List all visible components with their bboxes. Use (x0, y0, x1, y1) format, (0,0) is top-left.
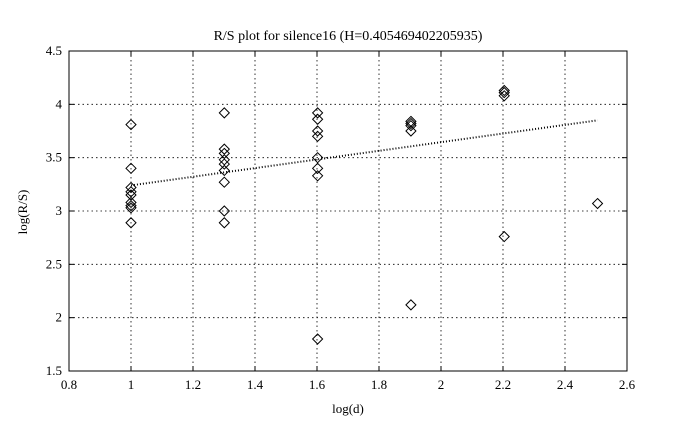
data-point-diamond (125, 202, 137, 214)
data-point-diamond (311, 170, 324, 182)
data-point-diamond (218, 164, 231, 177)
data-point-diamond (498, 84, 510, 97)
y-tick-label: 3 (56, 203, 63, 218)
x-tick-label: 1.2 (185, 377, 201, 392)
x-tick-label: 2.6 (619, 377, 636, 392)
grid-lines (69, 51, 627, 371)
fit-line (130, 119, 598, 187)
data-point-diamond (218, 176, 231, 188)
x-tick-label: 0.8 (61, 377, 77, 392)
x-tick-label: 2.2 (495, 377, 511, 392)
data-point-diamond (218, 107, 231, 119)
data-point-diamond (311, 333, 324, 345)
data-point-diamond (591, 197, 604, 210)
data-point-diamond (125, 217, 137, 229)
y-tick-label: 1.5 (46, 363, 62, 378)
y-tick-label: 4.5 (46, 43, 62, 58)
x-axis-label: log(d) (332, 401, 364, 416)
x-tick-label: 1.4 (247, 377, 264, 392)
data-point-diamond (498, 86, 510, 99)
data-point-diamond (498, 90, 510, 102)
data-point-diamond (405, 299, 417, 311)
y-tick-label: 4 (56, 96, 63, 111)
data-point-diamond (125, 118, 137, 131)
data-points (125, 84, 604, 345)
data-point-diamond (125, 162, 137, 175)
data-point-diamond (218, 158, 231, 170)
x-tick-label: 1 (128, 377, 135, 392)
x-tick-label: 2 (438, 377, 445, 392)
x-tick-label: 1.6 (309, 377, 326, 392)
data-point-diamond (498, 230, 510, 243)
data-point-diamond (218, 205, 231, 217)
data-point-diamond (311, 107, 324, 119)
data-point-diamond (405, 119, 417, 132)
x-tick-label: 1.8 (371, 377, 387, 392)
data-point-diamond (125, 181, 137, 194)
data-point-diamond (405, 125, 417, 137)
data-point-diamond (218, 154, 231, 166)
data-point-diamond (218, 143, 231, 155)
y-tick-label: 2 (56, 310, 63, 325)
data-point-diamond (125, 199, 137, 212)
data-point-diamond (311, 113, 324, 125)
data-point-diamond (311, 130, 324, 143)
y-tick-label: 2.5 (46, 256, 62, 271)
fit-line-group (130, 119, 598, 187)
data-point-diamond (311, 162, 324, 175)
data-point-diamond (218, 147, 231, 160)
data-point-diamond (405, 117, 417, 130)
tick-labels: 0.8 1 1.2 1.4 1.6 1.8 2 2.2 2.4 2.6 1.5 2 2.5 3 3.5 4 4.… (46, 43, 636, 392)
x-tick-label: 2.4 (557, 377, 574, 392)
plot-frame (68, 50, 628, 372)
y-tick-label: 3.5 (46, 150, 62, 165)
y-axis-label: log(R/S) (15, 190, 30, 235)
data-point-diamond (311, 125, 324, 137)
data-point-diamond (125, 196, 137, 209)
data-point-diamond (218, 217, 231, 229)
chart-title: R/S plot for silence16 (H=0.405469402205… (214, 29, 483, 44)
